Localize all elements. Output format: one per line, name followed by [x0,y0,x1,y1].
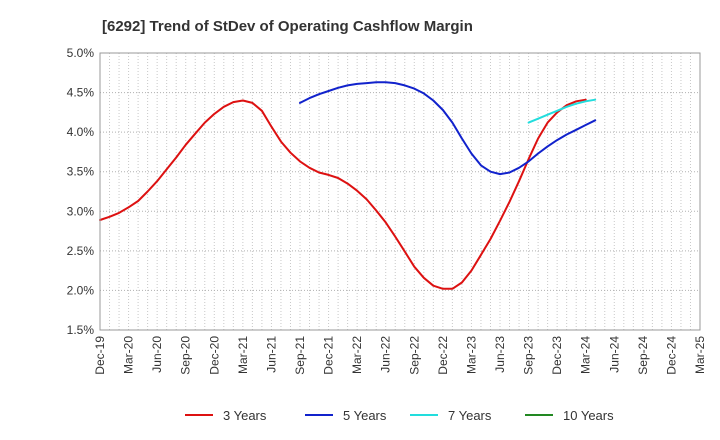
x-tick-label: Jun-23 [493,336,507,373]
x-tick-label: Mar-21 [236,336,250,374]
legend-label: 3 Years [223,408,267,423]
plot-area [100,53,700,330]
legend: 3 Years 5 Years 7 Years 10 Years [185,408,614,423]
x-tick-label: Sep-22 [407,336,421,375]
y-tick-label: 2.5% [67,244,95,258]
legend-label: 5 Years [343,408,387,423]
y-tick-label: 5.0% [67,46,95,60]
series-line-3-years [99,98,587,290]
x-tick-label: Dec-19 [93,336,107,375]
x-tick-label: Mar-23 [464,336,478,374]
series-line-5-years [299,81,597,176]
chart-title: [6292] Trend of StDev of Operating Cashf… [102,18,473,35]
x-tick-label: Jun-20 [150,336,164,373]
y-axis-tick-labels: 1.5% 2.0% 2.5% 3.0% 3.5% 4.0% 4.5% 5.0% [67,46,95,337]
x-tick-label: Dec-20 [207,336,221,375]
y-tick-label: 4.5% [67,86,95,100]
legend-label: 7 Years [448,408,492,423]
x-tick-label: Mar-25 [693,336,707,374]
x-tick-label: Jun-22 [379,336,393,373]
x-tick-label: Dec-23 [550,336,564,375]
plot-border [99,52,701,331]
y-tick-label: 3.0% [67,204,95,218]
x-tick-label: Mar-20 [122,336,136,374]
x-tick-label: Dec-24 [664,336,678,375]
x-tick-label: Jun-24 [607,336,621,373]
x-tick-label: Sep-23 [522,336,536,375]
y-tick-label: 1.5% [67,323,95,337]
x-tick-label: Dec-22 [436,336,450,375]
x-tick-label: Jun-21 [264,336,278,373]
y-tick-label: 2.0% [67,283,95,297]
x-tick-label: Dec-21 [322,336,336,375]
x-tick-label: Mar-24 [579,336,593,374]
x-axis-tick-labels: Dec-19 Mar-20 Jun-20 Sep-20 Dec-20 Mar-21 Jun-… [93,336,707,375]
y-tick-label: 3.5% [67,165,95,179]
x-tick-label: Sep-20 [179,336,193,375]
y-tick-label: 4.0% [67,125,95,139]
legend-label: 10 Years [563,408,614,423]
series-lines [99,81,597,290]
x-tick-label: Sep-24 [636,336,650,375]
x-tick-label: Mar-22 [350,336,364,374]
series-line-7-years [527,98,597,124]
x-tick-label: Sep-21 [293,336,307,375]
